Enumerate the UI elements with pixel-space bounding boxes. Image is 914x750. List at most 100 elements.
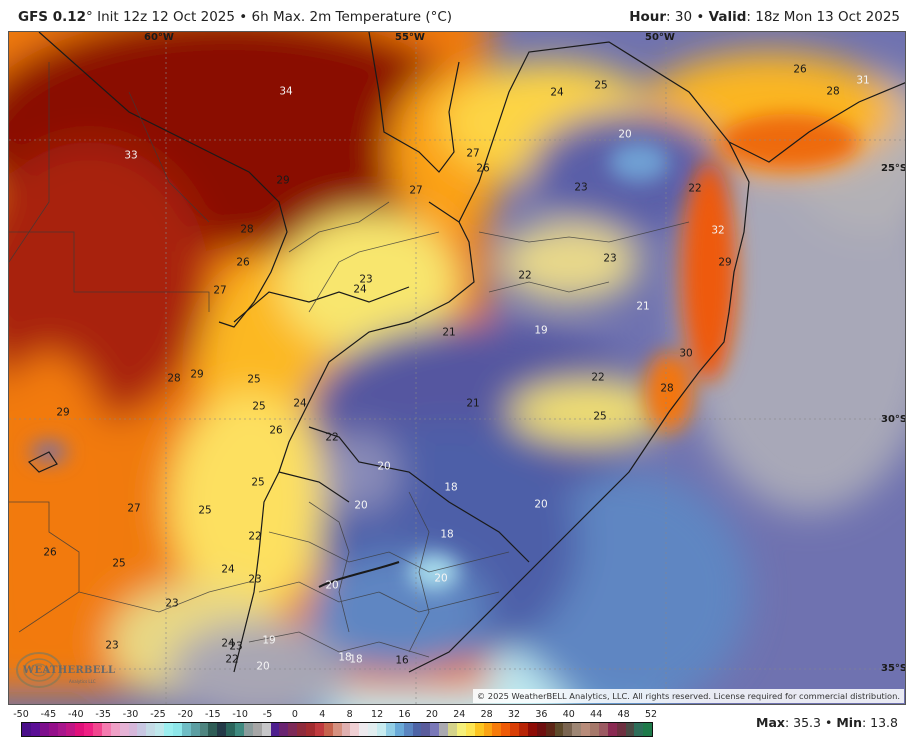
temperature-label: 18 xyxy=(444,481,458,494)
temperature-label: 22 xyxy=(591,371,605,384)
colorbar-tick-label: 12 xyxy=(371,709,384,720)
temperature-label: 20 xyxy=(325,579,339,592)
temperature-label: 26 xyxy=(269,424,283,437)
temperature-label: 21 xyxy=(466,397,480,410)
temperature-label: 23 xyxy=(105,639,119,652)
colorbar-swatch xyxy=(84,723,93,736)
colorbar-swatch xyxy=(439,723,448,736)
colorbar-tick-label: -25 xyxy=(150,709,166,720)
colorbar-swatch xyxy=(39,723,49,736)
temperature-label: 29 xyxy=(190,368,204,381)
temperature-label: 22 xyxy=(248,530,262,543)
latitude-label-25s: 25°S xyxy=(881,163,906,174)
temperature-label: 19 xyxy=(262,634,276,647)
colorbar-tick-label: -15 xyxy=(204,709,221,720)
temperature-label: 25 xyxy=(247,373,261,386)
colorbar-swatch xyxy=(172,723,182,736)
temperature-label: 24 xyxy=(293,397,307,410)
temperature-label: 21 xyxy=(636,300,650,313)
colorbar-swatch xyxy=(279,723,289,736)
colorbar-swatch xyxy=(146,723,156,736)
temperature-label: 22 xyxy=(688,182,702,195)
temperature-label: 20 xyxy=(377,460,391,473)
colorbar-swatch xyxy=(403,723,413,736)
temperature-label: 23 xyxy=(229,640,243,653)
colorbar xyxy=(21,722,653,737)
temperature-label: 22 xyxy=(518,269,532,282)
colorbar-swatch xyxy=(323,723,333,736)
colorbar-swatch xyxy=(243,723,253,736)
temperature-label: 26 xyxy=(476,162,490,175)
temperature-label: 23 xyxy=(359,273,373,286)
colorbar-swatch xyxy=(22,723,31,736)
colorbar-tick-label: -30 xyxy=(122,709,139,720)
colorbar-swatch xyxy=(252,723,262,736)
temperature-label: 20 xyxy=(354,499,368,512)
temperature-label: 24 xyxy=(221,637,235,650)
colorbar-swatch xyxy=(545,723,555,736)
temperature-map: 60°W 55°W 50°W 25°S 30°S 35°S 34 33 29 28 26… xyxy=(8,31,906,705)
temperature-label: 18 xyxy=(349,653,363,666)
colorbar-swatch xyxy=(48,723,58,736)
colorbar-swatch xyxy=(314,723,324,736)
forecast-time: Hour: 30 • Valid: 18z Mon 13 Oct 2025 xyxy=(629,9,900,25)
temperature-label: 26 xyxy=(43,546,57,559)
temperature-label: 31 xyxy=(856,74,870,87)
temperature-label: 25 xyxy=(252,400,266,413)
colorbar-swatch xyxy=(377,723,386,736)
model-name: GFS 0.12 xyxy=(18,9,87,25)
temperature-label: 22 xyxy=(225,653,239,666)
colorbar-tick-label: -50 xyxy=(13,709,29,720)
colorbar-swatch xyxy=(199,723,209,736)
temperature-label: 18 xyxy=(440,528,454,541)
temperature-label: 19 xyxy=(534,324,548,337)
separator: • xyxy=(824,715,833,730)
temperature-label: 28 xyxy=(240,223,254,236)
logo-subtext: Analytics LLC xyxy=(69,679,96,684)
colorbar-swatch xyxy=(306,723,315,736)
temperature-label: 23 xyxy=(574,181,588,194)
colorbar-tick-label: 36 xyxy=(535,709,548,720)
temperature-label: 16 xyxy=(395,654,409,667)
temperature-label: 29 xyxy=(718,256,732,269)
longitude-label-50w: 50°W xyxy=(645,32,675,43)
temperature-label: 28 xyxy=(167,372,181,385)
latitude-label-30s: 30°S xyxy=(881,414,906,425)
colorbar-tick-label: 28 xyxy=(480,709,493,720)
colorbar-swatch xyxy=(430,723,440,736)
colorbar-swatch xyxy=(474,723,484,736)
colorbar-swatch xyxy=(155,723,164,736)
degree-symbol: ° xyxy=(86,9,93,25)
temperature-label: 25 xyxy=(198,504,212,517)
colorbar-tick-label: 20 xyxy=(425,709,438,720)
colorbar-swatch xyxy=(164,723,173,736)
colorbar-swatch xyxy=(590,723,599,736)
temperature-label: 22 xyxy=(325,431,339,444)
colorbar-swatch xyxy=(359,723,369,736)
temperature-label: 25 xyxy=(593,410,607,423)
temperature-label: 27 xyxy=(409,184,423,197)
colorbar-tick-label: 24 xyxy=(453,709,466,720)
colorbar-swatch xyxy=(465,723,475,736)
colorbar-swatch xyxy=(456,723,466,736)
colorbar-swatch xyxy=(30,723,40,736)
temperature-label: 20 xyxy=(256,660,270,673)
colorbar-swatch xyxy=(261,723,271,736)
max-value: : 35.3 xyxy=(784,715,821,730)
colorbar-swatch xyxy=(385,723,395,736)
colorbar-tick-label: 40 xyxy=(562,709,575,720)
colorbar-swatch xyxy=(119,723,129,736)
colorbar-swatch xyxy=(341,723,351,736)
colorbar-swatch xyxy=(368,723,377,736)
colorbar-swatch xyxy=(643,723,653,736)
colorbar-swatch xyxy=(332,723,342,736)
temperature-label: 25 xyxy=(251,476,265,489)
min-value: : 13.8 xyxy=(861,715,898,730)
temperature-label: 33 xyxy=(124,149,138,162)
temperature-label: 27 xyxy=(127,502,141,515)
colorbar-swatch xyxy=(101,723,111,736)
temperature-label: 23 xyxy=(603,252,617,265)
logo-text: WEATHERBELL xyxy=(23,665,116,676)
temperature-label: 25 xyxy=(594,79,608,92)
temperature-label: 26 xyxy=(793,63,807,76)
